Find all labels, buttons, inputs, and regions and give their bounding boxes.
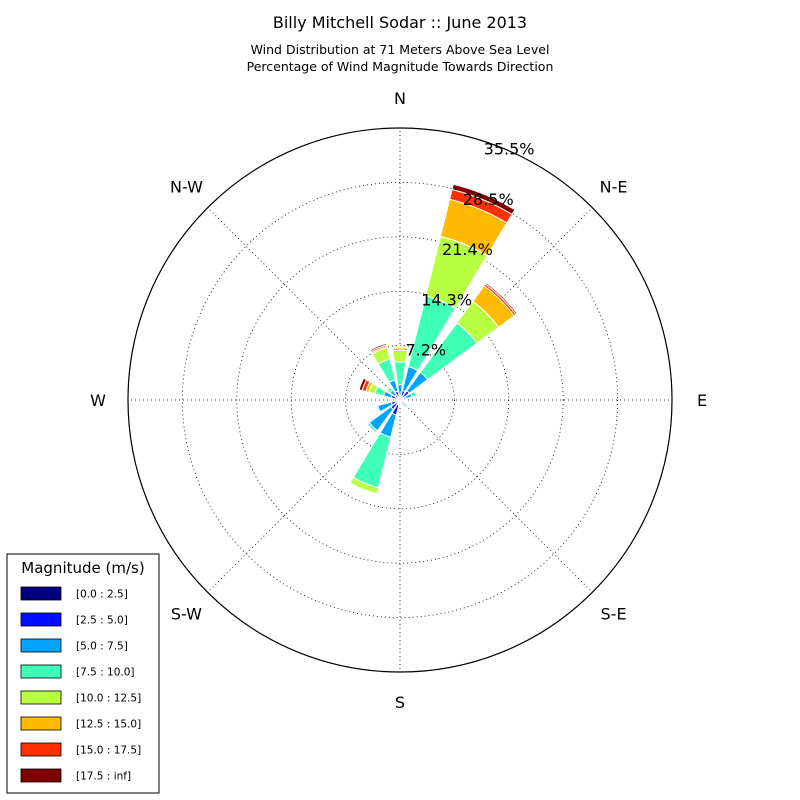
chart-subtitle-line-2: Percentage of Wind Magnitude Towards Dir… <box>247 59 554 74</box>
grid-spoke <box>207 399 401 593</box>
wind-bar-segment <box>400 403 404 406</box>
ring-label: 14.3% <box>421 290 472 309</box>
direction-label: N <box>394 89 406 108</box>
legend-label: [15.0 : 17.5] <box>76 745 141 757</box>
direction-label: N-W <box>170 177 203 196</box>
chart-title: Billy Mitchell Sodar :: June 2013 <box>273 13 527 32</box>
wind-bar-segment <box>403 398 406 402</box>
wind-bar-segment <box>413 389 419 397</box>
wind-bar-segment <box>405 405 410 410</box>
direction-label: W <box>90 391 106 410</box>
wind-bar-segment <box>375 404 382 414</box>
polar-frame <box>127 127 673 673</box>
legend-swatch <box>20 742 62 757</box>
grid-ring <box>236 236 564 564</box>
wind-bar-segment <box>391 398 393 402</box>
legend-swatch <box>20 716 62 731</box>
legend-label: [17.5 : inf] <box>76 771 131 783</box>
wind-bar-segment <box>451 183 516 216</box>
direction-label: S-E <box>601 605 627 624</box>
direction-label: S-W <box>171 605 202 624</box>
ring-labels: 7.2% 14.3% 21.4% 28.5% 35.5% <box>405 140 534 360</box>
direction-label: N-E <box>600 177 628 196</box>
legend-label: [12.5 : 15.0] <box>76 719 141 731</box>
direction-label: E <box>697 391 707 410</box>
wind-bar-segment <box>358 377 368 392</box>
legend-swatch <box>20 768 62 783</box>
grid-ring <box>345 345 455 455</box>
wind-bar-segment <box>366 422 378 434</box>
legend-label: [5.0 : 7.5] <box>76 641 128 653</box>
legend-swatch <box>20 612 62 627</box>
legend: Magnitude (m/s) [0.0 : 2.5] [2.5 : 5.0] [5… <box>6 553 160 794</box>
wind-bars <box>349 183 518 495</box>
wind-bar-segment <box>369 342 387 353</box>
ring-label: 28.5% <box>463 190 514 209</box>
direction-label: S <box>395 693 405 712</box>
legend-label: [10.0 : 12.5] <box>76 693 141 705</box>
chart-subtitle-line-1: Wind Distribution at 71 Meters Above Sea… <box>251 42 550 57</box>
wind-bar-segment <box>349 476 379 495</box>
direction-labels: N N-E E S-E S S-W W N-W <box>90 89 707 712</box>
ring-label: 21.4% <box>442 240 493 259</box>
legend-swatch <box>20 690 62 705</box>
legend-label: [2.5 : 5.0] <box>76 615 128 627</box>
legend-title: Magnitude (m/s) <box>21 559 144 577</box>
grid-spoke <box>207 207 401 401</box>
grid-spoke <box>399 399 593 593</box>
grid-ring <box>181 181 619 619</box>
ring-label: 7.2% <box>405 341 446 360</box>
legend-label: [7.5 : 10.0] <box>76 667 134 679</box>
wind-bar-segment <box>391 345 409 349</box>
legend-label: [0.0 : 2.5] <box>76 589 128 601</box>
legend-swatch <box>20 638 62 653</box>
legend-swatch <box>20 586 62 601</box>
wind-bar-segment <box>398 404 402 407</box>
wind-bar-segment <box>484 282 518 316</box>
legend-swatch <box>20 664 62 679</box>
ring-label: 35.5% <box>484 140 535 159</box>
wind-bar-segment <box>383 383 390 390</box>
